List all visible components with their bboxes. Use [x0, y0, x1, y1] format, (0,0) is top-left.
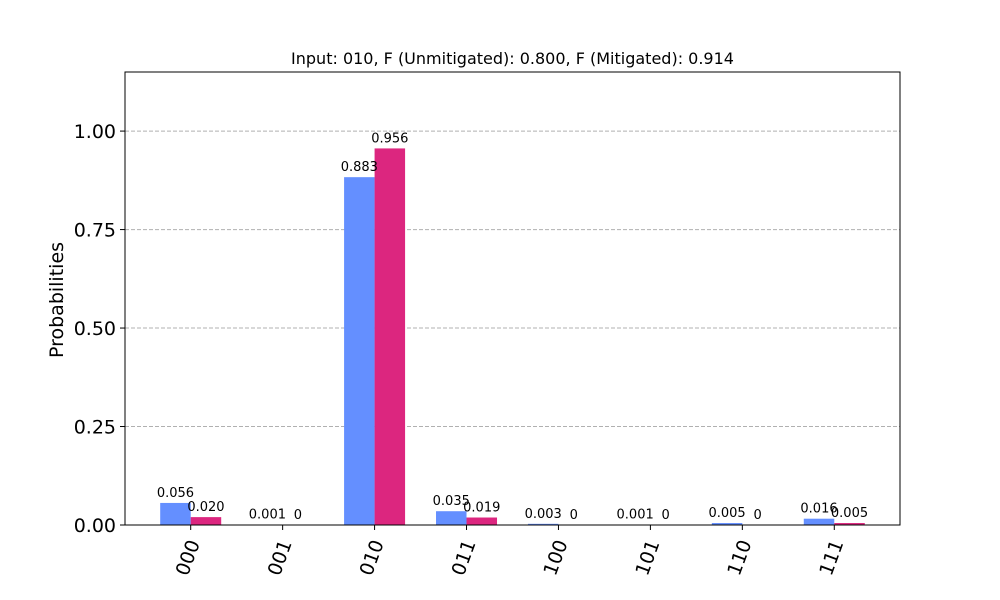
y-axis-label: Probabilities — [46, 242, 68, 358]
bar-series-1-111 — [834, 523, 865, 525]
grid-lines — [125, 130, 900, 428]
bars — [160, 148, 865, 525]
bar-value-label: 0.005 — [708, 506, 745, 521]
y-tick-label: 0.25 — [74, 417, 116, 439]
bar-series-0-100 — [527, 523, 559, 525]
bar-series-0-011 — [436, 511, 467, 525]
bar-value-label: 0.019 — [463, 501, 500, 516]
y-tick-label: 0.75 — [74, 220, 116, 242]
bar-value-label: 0 — [662, 508, 670, 523]
bar-value-label: 0.001 — [249, 508, 286, 523]
bar-value-label: 0 — [294, 508, 302, 523]
bar-value-label: 0.056 — [157, 486, 194, 501]
bar-value-label: 0.005 — [831, 506, 868, 521]
chart-title: Input: 010, F (Unmitigated): 0.800, F (M… — [291, 49, 734, 68]
bar-value-label: 0 — [570, 508, 578, 523]
bar-series-0-000 — [160, 502, 191, 525]
bar-series-1-011 — [466, 517, 498, 525]
bar-value-label: 0.001 — [617, 508, 654, 523]
bar-value-label: 0.003 — [525, 507, 562, 522]
plot-frame — [124, 71, 901, 526]
bar-series-0-111 — [803, 518, 835, 525]
bar-series-1-010 — [374, 148, 406, 525]
y-axis-ticks: 0.00 0.25 0.50 0.75 1.00 — [74, 121, 125, 537]
bar-series-0-110 — [711, 523, 743, 525]
y-tick-label: 0.00 — [74, 515, 116, 537]
bar-value-label: 0.016 — [800, 502, 837, 517]
bar-value-label: 0.956 — [371, 131, 408, 146]
bar-value-label: 0 — [753, 508, 761, 523]
bar-series-0-010 — [344, 177, 375, 525]
y-tick-label: 1.00 — [74, 121, 116, 143]
bar-value-label: 0.883 — [341, 160, 378, 175]
bar-value-label: 0.020 — [187, 500, 224, 515]
bar-series-1-000 — [190, 517, 222, 525]
y-tick-label: 0.50 — [74, 318, 116, 340]
bar-value-label: 0.035 — [433, 494, 470, 509]
